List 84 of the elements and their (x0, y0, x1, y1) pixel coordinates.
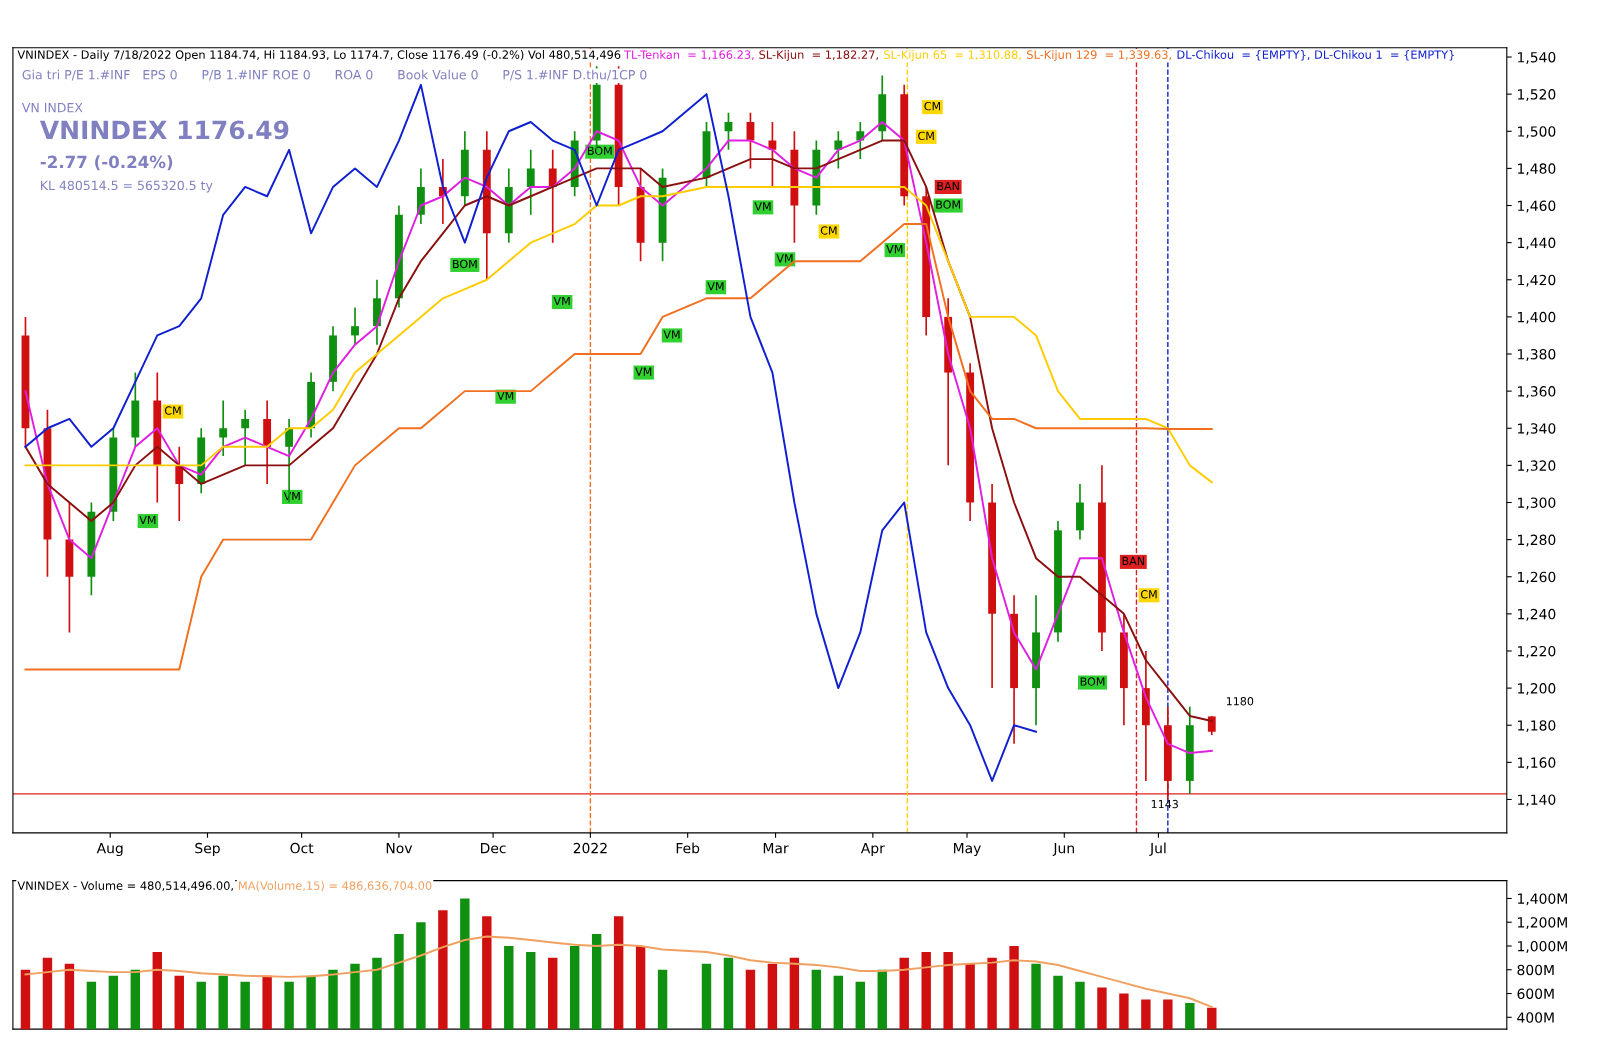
y-tick-label: 1,000M (1518, 940, 1567, 953)
y-tick-label: 800M (1517, 964, 1554, 976)
y-tick-label: 600M (1517, 988, 1554, 999)
y-tick-label: 1,520 (1518, 89, 1556, 102)
candlestick (548, 148, 557, 244)
y-tick-label: 400M (1517, 1012, 1554, 1023)
y-tick-label: 1,160 (1518, 757, 1556, 770)
y-tick-label: 1,280 (1518, 534, 1556, 547)
annotation: -2.77 (-0.24%) (40, 155, 173, 171)
y-tick-label: 1,420 (1518, 274, 1556, 287)
text: SL-Kijun = 1,182.27, (759, 50, 878, 62)
annotation: BOM (1080, 677, 1105, 686)
annotation: VNINDEX 1176.49 (39, 120, 289, 140)
annotation: BOM (588, 146, 612, 155)
text: TL-Tenkan = 1,166.23, (623, 50, 754, 61)
annotation: VM (754, 202, 771, 211)
annotation: VM (663, 330, 680, 339)
y-tick-label: 1,360 (1518, 386, 1556, 399)
annotation: BAN (1122, 556, 1144, 565)
candlestick (351, 306, 359, 346)
x-tick-label: Apr (860, 843, 885, 857)
x-tick-label: Dec (481, 843, 506, 854)
annotation: 1180 (1226, 697, 1254, 706)
y-tick-label: 1,340 (1518, 423, 1556, 436)
annotation: KL 480514.5 = 565320.5 ty (41, 180, 213, 193)
x-tick-label: May (954, 843, 981, 857)
annotation: VM (707, 282, 724, 291)
y-tick-label: 1,380 (1518, 348, 1556, 361)
line-series (24, 935, 1213, 1008)
annotation: VM (776, 254, 793, 263)
annotation: VM (497, 391, 514, 400)
y-tick-label: 1,200 (1518, 683, 1556, 695)
annotation: BOM (936, 200, 960, 209)
line-series (24, 83, 1038, 782)
y-tick-label: 1,240 (1518, 608, 1556, 621)
candlestick (175, 445, 184, 522)
candlestick (856, 121, 865, 160)
x-tick-label: Jun (1052, 843, 1074, 856)
candlestick (219, 399, 228, 457)
annotation: VM (283, 491, 300, 500)
candlestick (526, 148, 535, 216)
y-tick-label: 1,300 (1518, 497, 1556, 510)
y-tick-label: 1,140 (1518, 794, 1556, 807)
annotation: VM (886, 245, 903, 254)
text: SL-Kijun 65 = 1,310.88, (884, 50, 1021, 62)
x-tick-label: 2022 (573, 842, 607, 854)
y-tick-label: 1,220 (1518, 645, 1556, 658)
y-tick-label: 1,440 (1518, 237, 1556, 250)
annotation: VM (553, 297, 570, 306)
text: DL-Chikou = {EMPTY}, DL-Chikou 1 = {EMPTY} (1177, 50, 1454, 61)
annotation: CM (924, 101, 941, 111)
y-tick-label: 1,200M (1518, 917, 1567, 930)
text: SL-Kijun 129 = 1,339.63, (1027, 50, 1172, 62)
x-tick-label: Feb (676, 842, 700, 854)
text: Gia tri P/E 1.#INF EPS 0 P/B 1.#INF ROE 0 ROA 0 Book Value 0 P/S 1.#INF D.thu/1CP 0 (22, 69, 647, 81)
x-tick-label: Nov (386, 843, 413, 854)
y-tick-label: 1,500 (1518, 126, 1556, 139)
y-tick-label: 1,180 (1518, 720, 1556, 733)
y-tick-label: 1,460 (1518, 200, 1556, 213)
y-tick-label: 1,480 (1518, 163, 1556, 176)
x-tick-label: Oct (290, 842, 314, 854)
annotation: BOM (453, 259, 477, 269)
y-tick-label: 1,260 (1518, 571, 1556, 584)
x-tick-label: Jul (1149, 842, 1166, 856)
annotation: CM (1140, 590, 1157, 599)
x-tick-label: Aug (96, 843, 123, 857)
chart-title: VNINDEX - Daily 7/18/2022 Open 1184.74, Hi 1184.93, Lo 1174.7, Close 1176.49 (-0.2%) Vol 480,514,496 (17, 50, 621, 62)
x-tick-label: Sep (195, 842, 220, 857)
y-tick-label: 1,540 (1518, 51, 1556, 64)
chart-title: VNINDEX - Volume = 480,514,496.00, (17, 881, 233, 892)
annotation: CM (918, 131, 934, 141)
y-tick-label: 1,400M (1518, 893, 1567, 906)
text: MA(Volume,15) = 486,636,704.00 (239, 881, 432, 892)
annotation: BAN (937, 181, 959, 191)
annotation: VN INDEX (21, 103, 83, 113)
x-tick-label: Mar (763, 843, 789, 854)
annotation: 1143 (1151, 799, 1178, 809)
annotation: CM (820, 226, 837, 235)
annotation: VM (635, 367, 652, 376)
candlestick (241, 408, 250, 467)
annotation: VM (139, 516, 156, 525)
y-tick-label: 1,400 (1518, 311, 1556, 324)
y-tick-label: 1,320 (1518, 460, 1556, 473)
annotation: CM (164, 406, 181, 415)
